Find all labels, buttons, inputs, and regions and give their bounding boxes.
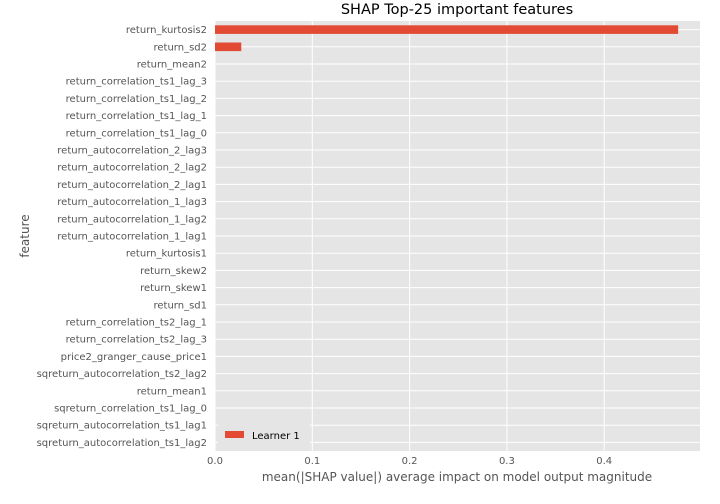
y-tick-label: return_skew2	[140, 266, 207, 277]
bar-return_kurtosis2	[215, 25, 679, 34]
y-tick-label: return_sd1	[154, 300, 208, 311]
x-tick-labels: 0.0 0.1 0.2 0.3 0.4	[207, 456, 612, 467]
legend-label: Learner 1	[252, 431, 300, 442]
bar-return_sd2	[215, 42, 242, 52]
y-tick-label: return_correlation_ts2_lag_3	[66, 335, 207, 346]
y-tick-labels: return_kurtosis2 return_sd2 return_mean2re…	[37, 25, 207, 449]
y-tick-label: return_skew1	[140, 283, 207, 294]
y-axis-label: feature	[18, 214, 32, 257]
y-tick-label: price2_granger_cause_price1	[61, 352, 207, 363]
y-tick-label: return_correlation_ts1_lag_3	[66, 77, 207, 88]
y-tick-label: return_autocorrelation_2_lag3	[57, 146, 207, 157]
x-tick-label: 0.1	[304, 456, 320, 467]
grid-lines	[214, 21, 700, 451]
legend: Learner 1	[218, 424, 310, 446]
x-tick-label: 0.3	[499, 456, 515, 467]
bars	[215, 25, 679, 52]
y-tick-label: return_autocorrelation_1_lag2	[57, 214, 207, 225]
y-tick-label: return_kurtosis1	[126, 249, 207, 260]
y-tick-label: return_autocorrelation_2_lag2	[57, 163, 207, 174]
y-tick-label: return_correlation_ts2_lag_1	[66, 318, 207, 329]
y-tick-label: sqreturn_autocorrelation_ts1_lag1	[37, 421, 207, 432]
y-tick-label: return_correlation_ts1_lag_2	[66, 94, 207, 105]
y-tick-label: return_autocorrelation_1_lag1	[57, 232, 207, 243]
legend-box	[218, 424, 310, 446]
y-tick-label: return_autocorrelation_1_lag3	[57, 197, 207, 208]
chart-title: SHAP Top-25 important features	[341, 2, 573, 18]
y-tick-label: return_correlation_ts1_lag_0	[66, 128, 207, 139]
y-tick-label: return_kurtosis2	[126, 25, 207, 36]
y-tick-label: return_mean1	[137, 386, 207, 397]
y-tick-label: sqreturn_correlation_ts1_lag_0	[54, 404, 207, 415]
y-tick-label: return_sd2	[154, 42, 208, 53]
y-tick-label: sqreturn_autocorrelation_ts1_lag2	[37, 438, 207, 449]
x-axis-label: mean(|SHAP value|) average impact on mod…	[262, 470, 652, 484]
y-tick-label: return_autocorrelation_2_lag1	[57, 180, 207, 191]
x-tick-label: 0.0	[207, 456, 223, 467]
y-tick-label: return_mean2	[137, 60, 207, 71]
y-tick-label: return_correlation_ts1_lag_1	[66, 111, 207, 122]
legend-swatch	[225, 431, 244, 438]
x-tick-label: 0.2	[402, 456, 418, 467]
y-tick-label: sqreturn_autocorrelation_ts2_lag2	[37, 369, 207, 380]
x-tick-label: 0.4	[596, 456, 612, 467]
